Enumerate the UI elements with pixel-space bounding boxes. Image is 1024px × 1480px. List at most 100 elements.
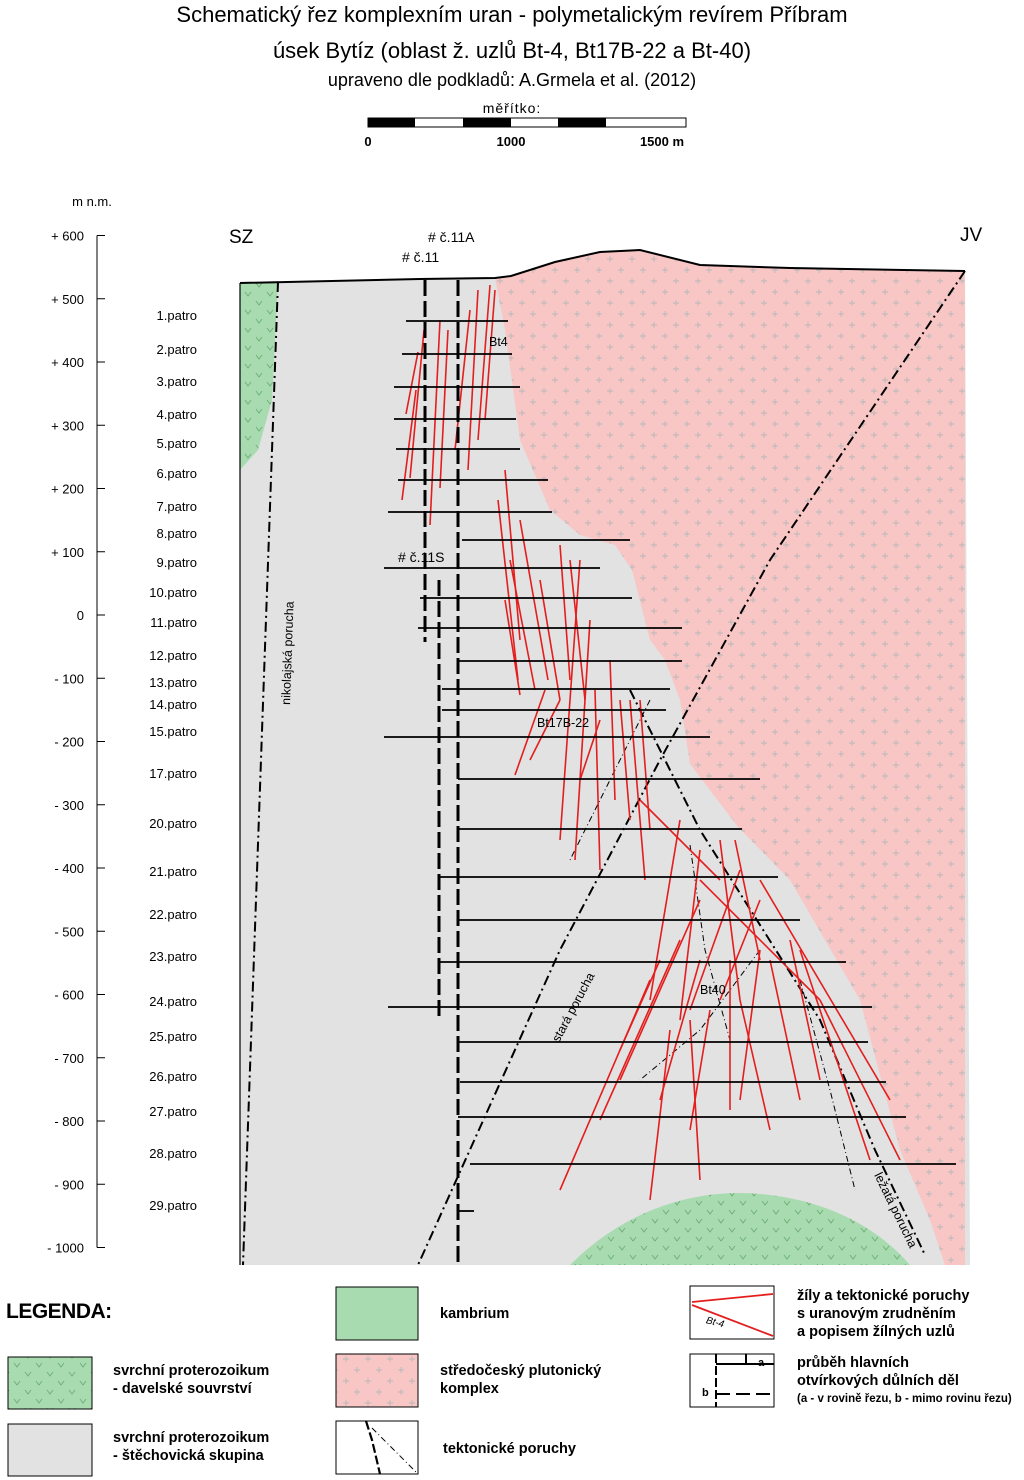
legend-kambrium: kambrium — [440, 1306, 510, 1322]
legend-swatch-davelske — [7, 1356, 93, 1410]
legend-pluton-line2: komplex — [440, 1381, 499, 1397]
level-label: 28.patro — [149, 1146, 197, 1161]
branch-fault-3 — [799, 979, 856, 1191]
nikolajska-fault-label: nikolajská porucha — [279, 601, 297, 705]
shaft-11s-label: # č.11S — [398, 549, 444, 565]
legend-dila-b: b — [702, 1387, 709, 1399]
level-label: 3.patro — [157, 374, 197, 389]
legend-davelske: svrchní proterozoikum - davelské souvrst… — [113, 1362, 269, 1398]
vein-line — [739, 949, 761, 1101]
vein-line — [477, 284, 491, 441]
level-label: 29.patro — [149, 1198, 197, 1213]
vein-line — [454, 309, 471, 451]
vein-line — [759, 879, 891, 1101]
level-label: 4.patro — [157, 407, 197, 422]
vein-line — [734, 839, 761, 961]
legend-davelske-line1: svrchní proterozoikum — [113, 1363, 270, 1379]
legend-pluton: středočeský plutonický komplex — [440, 1362, 601, 1398]
vein-line — [559, 559, 581, 841]
axis-tick-label: - 900 — [54, 1177, 84, 1192]
level-label: 22.patro — [149, 907, 197, 922]
legend-stechovicka-line1: svrchní proterozoikum — [113, 1430, 270, 1446]
legend-zily-line3: a popisem žílných uzlů — [797, 1324, 955, 1340]
legend-swatch-stechovicka — [7, 1423, 93, 1477]
axis-tick-label: - 800 — [54, 1114, 84, 1129]
level-label: 6.patro — [157, 466, 197, 481]
vein-line — [739, 999, 771, 1131]
axis-tick-label: - 300 — [54, 798, 84, 813]
axis-tick-label: + 600 — [51, 229, 84, 244]
diagram-source: upraveno dle podkladů: A.Grmela et al. (… — [327, 70, 697, 90]
scale-label: měřítko: — [483, 100, 542, 116]
level-label: 5.patro — [157, 436, 197, 451]
axis-tick-label: + 500 — [51, 292, 84, 307]
shaft-11a-label: # č.11A — [428, 229, 475, 245]
vein-line — [574, 619, 591, 861]
vein-line — [509, 559, 536, 691]
vein-line — [719, 899, 761, 1001]
legend-zily-sample: Bt-4 — [705, 1315, 726, 1330]
level-label: 25.patro — [149, 1029, 197, 1044]
vein-line — [519, 519, 549, 681]
axis-tick-label: 0 — [77, 608, 84, 623]
branch-fault-1 — [569, 699, 651, 861]
axis-tick-label: - 500 — [54, 924, 84, 939]
legend-swatch-poruchy — [335, 1420, 419, 1475]
vein-line — [619, 899, 701, 1081]
node-bt40-label: Bt40 — [700, 983, 726, 997]
vein-line — [679, 849, 701, 1021]
level-label: 9.patro — [157, 555, 197, 570]
vein-line — [819, 999, 901, 1161]
level-label: 23.patro — [149, 949, 197, 964]
level-label: 1.patro — [157, 308, 197, 323]
legend-swatch-kambrium — [335, 1286, 419, 1341]
level-label: 8.patro — [157, 526, 197, 541]
axis-tick-label: - 200 — [54, 735, 84, 750]
vein-line — [689, 1009, 711, 1131]
axis-tick-label: - 100 — [54, 671, 84, 686]
vein-line — [599, 939, 681, 1121]
shaft-11-label: # č.11 — [402, 249, 439, 265]
level-label: 12.patro — [149, 648, 197, 663]
elevation-axis: + 600 + 500 + 400 + 300 + 200 + 100 0 - 100 - 20… — [47, 229, 105, 1256]
vein-line — [769, 959, 801, 1101]
nikolajska-fault — [242, 281, 279, 1266]
legend-zily-line2: s uranovým zrudněním — [797, 1306, 956, 1322]
pluton-area — [495, 250, 965, 1265]
vein-line — [689, 869, 741, 1011]
diagram-title: Schematický řez komplexním uran - polyme… — [176, 2, 848, 27]
level-labels: 1.patro 2.patro 3.patro 4.patro 5.patro 6.pat… — [149, 308, 197, 1213]
level-label: 7.patro — [157, 499, 197, 514]
level-label: 27.patro — [149, 1104, 197, 1119]
scale-bar — [367, 117, 687, 128]
axis-tick-label: - 700 — [54, 1051, 84, 1066]
scale-tick-1000: 1000 — [497, 134, 526, 149]
level-label: 26.patro — [149, 1069, 197, 1084]
vein-line — [659, 959, 701, 1101]
vein-line — [569, 559, 586, 701]
drift-group — [384, 320, 956, 1165]
legend-stechovicka: svrchní proterozoikum - štěchovická skup… — [113, 1429, 269, 1465]
legend-dila-line2: otvírkových důlních děl — [797, 1373, 959, 1389]
legend-dila-a: a — [758, 1357, 765, 1369]
axis-unit: m n.m. — [72, 194, 112, 209]
axis-tick-label: + 400 — [51, 355, 84, 370]
vein-line — [619, 959, 661, 1051]
legend-swatch-pluton — [335, 1353, 419, 1408]
surface-line — [239, 248, 966, 284]
vein-line — [649, 1029, 671, 1201]
vein-line — [467, 289, 479, 471]
vein-line — [594, 689, 601, 871]
vein-line — [497, 499, 519, 681]
scale-tick-1500: 1500 m — [640, 134, 684, 149]
level-label: 13.patro — [149, 675, 197, 690]
direction-jv: JV — [960, 225, 983, 246]
branch-fault-2 — [689, 844, 731, 1041]
vein-line — [439, 329, 449, 489]
legend-swatch-zily: Bt-4 — [689, 1285, 775, 1340]
node-bt17-label: Bt17B-22 — [537, 716, 589, 730]
direction-sz: SZ — [229, 227, 254, 248]
vein-line — [484, 289, 496, 421]
vein-line — [539, 579, 561, 701]
